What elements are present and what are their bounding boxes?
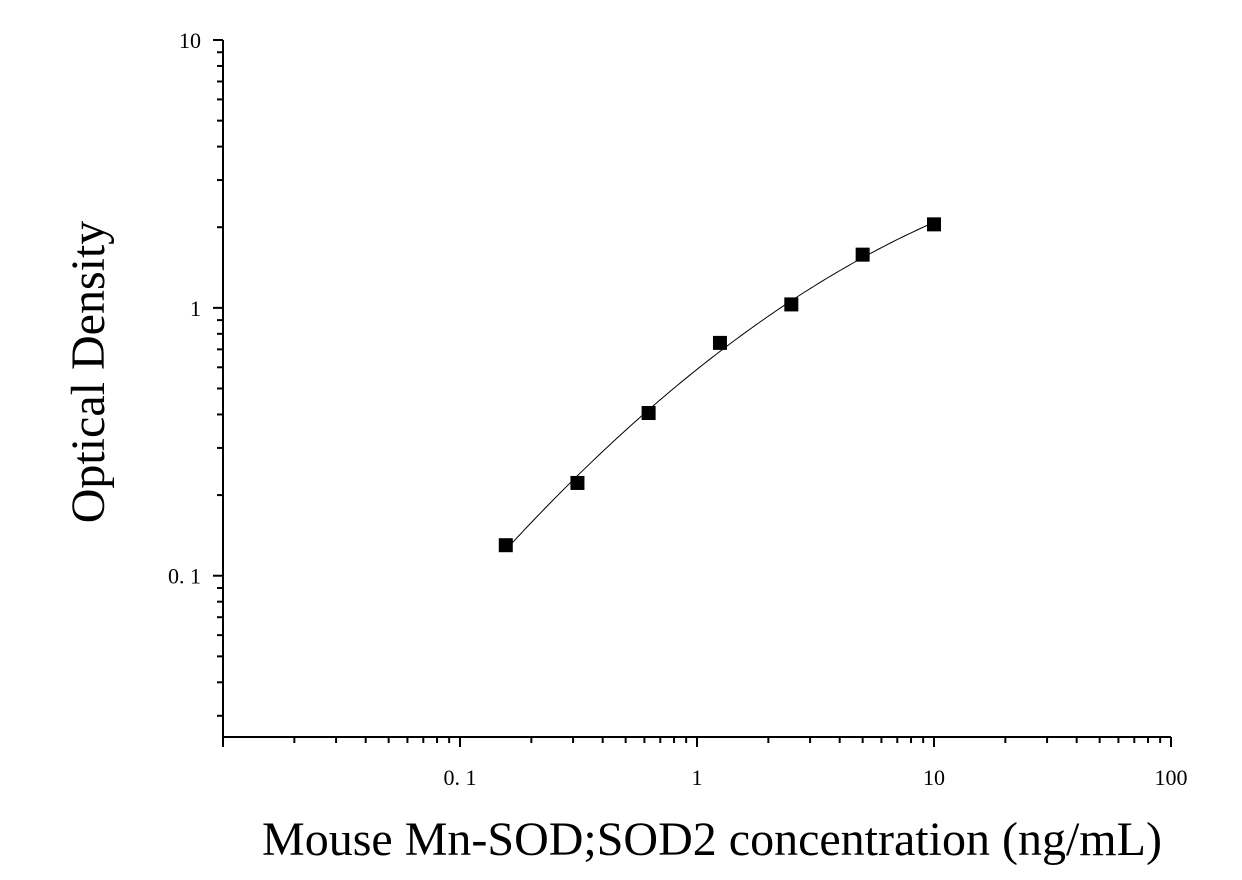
y-axis-title: Optical Density [62,221,115,524]
axes: 0. 1 1 10 100 0. 1 1 10 [168,28,1188,790]
data-point [570,475,585,490]
x-axis-title: Mouse Mn-SOD;SOD2 concentration (ng/mL) [262,813,1162,866]
y-tick-label: 1 [190,296,201,321]
x-ticks: 0. 1 1 10 100 [222,737,1188,790]
x-tick-label: 10 [923,765,945,790]
x-tick-label: 0. 1 [444,765,477,790]
data-point [784,297,799,312]
data-point [498,538,513,553]
y-tick-label: 0. 1 [168,564,201,589]
data-point [927,217,941,232]
y-ticks: 0. 1 1 10 [168,28,223,717]
data-points [498,217,941,553]
x-tick-label: 100 [1155,765,1188,790]
data-point [712,335,727,350]
x-tick-label: 1 [692,765,703,790]
y-tick-label: 10 [179,28,201,53]
fit-curve [505,221,935,551]
data-point [855,247,870,262]
data-point [641,406,656,421]
